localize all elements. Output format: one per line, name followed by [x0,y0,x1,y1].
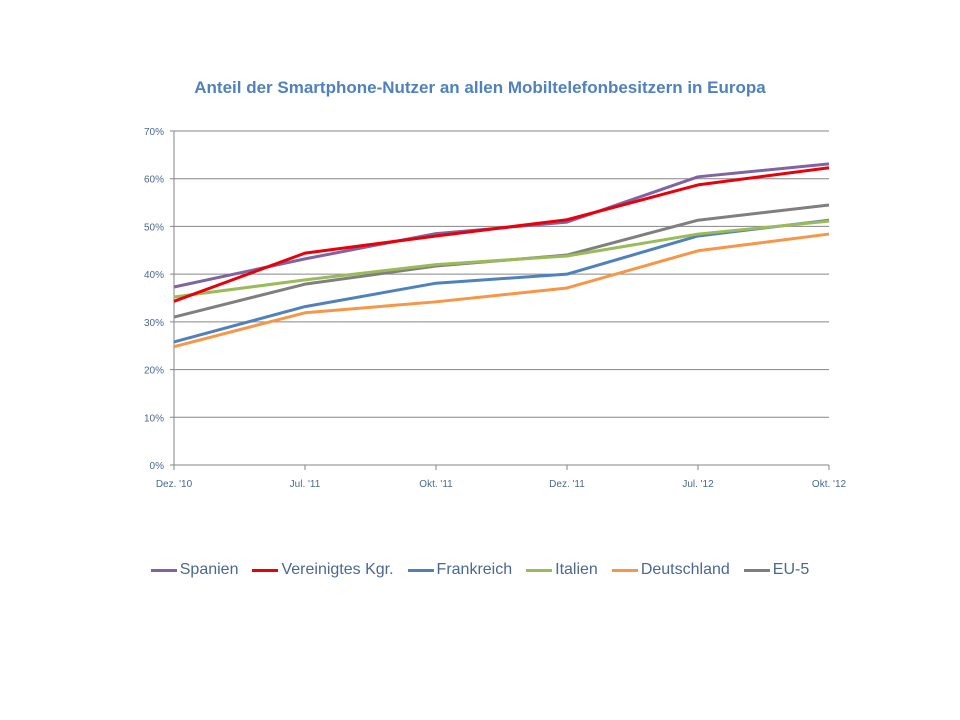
legend-swatch [407,568,434,572]
legend-swatch [150,568,177,572]
series-line-frankreich [173,218,830,344]
legend-label: Frankreich [436,561,513,578]
legend-label: Vereinigtes Kgr. [281,561,394,578]
y-tick-label: 70% [144,127,164,138]
legend: Spanien Vereinigtes Kgr. Frankreich Italien… [0,561,960,579]
series-line-vereinigtes-kgr- [173,166,830,303]
x-tick-label: Dez. '10 [156,479,193,490]
y-tick-label: 60% [144,175,164,186]
series-line-spanien [173,162,830,289]
y-tick-label: 0% [150,461,165,472]
legend-item: Italien [526,561,598,579]
legend-label: Spanien [179,561,239,578]
legend-label: Deutschland [640,561,730,578]
legend-swatch [611,568,638,572]
x-tick-label: Jul. '12 [682,479,714,490]
legend-label: EU-5 [772,561,810,578]
y-tick-label: 40% [144,270,164,281]
y-tick-label: 10% [144,413,164,424]
series-line-deutschland [173,232,830,349]
legend-item: Frankreich [407,561,513,579]
legend-item: Vereinigtes Kgr. [252,561,394,579]
legend-swatch [526,568,553,572]
y-tick-label: 30% [144,318,164,329]
y-tick-label: 50% [144,222,164,233]
legend-swatch [743,568,770,572]
x-tick-label: Jul. '11 [290,479,321,490]
x-tick-label: Okt. '12 [812,479,847,490]
series-line-italien [173,219,830,299]
chart-title: Anteil der Smartphone-Nutzer an allen Mo… [194,78,766,97]
legend-item: EU-5 [743,561,810,579]
legend-swatch [252,568,279,572]
legend-item: Deutschland [611,561,730,579]
legend-label: Italien [555,561,598,578]
x-tick-label: Dez. '11 [549,479,585,490]
x-tick-label: Okt. '11 [419,479,453,490]
y-tick-label: 20% [144,366,164,377]
legend-item: Spanien [150,561,239,579]
